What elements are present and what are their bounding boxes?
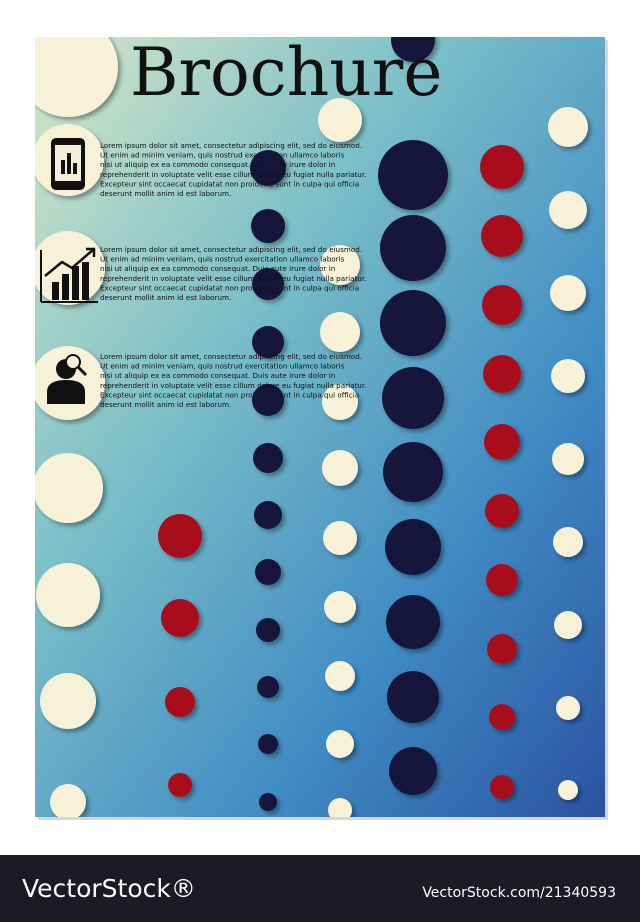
dot: [380, 215, 446, 281]
dot: [250, 150, 286, 186]
dot: [489, 704, 515, 730]
footer-id: VectorStock.com/21340593: [422, 885, 616, 901]
dot: [389, 747, 437, 795]
dot: [158, 514, 202, 558]
body-line: nisi ut aliquip ex ea commodo consequat.…: [100, 371, 335, 380]
body-line: Lorem ipsum dolor sit amet, consectetur …: [100, 245, 362, 254]
dot: [391, 37, 435, 62]
title: Brochure: [130, 34, 442, 111]
dot: [255, 559, 281, 585]
body-line: Ut enim ad minim veniam, quis nostrud ex…: [100, 255, 345, 264]
dot: [554, 611, 582, 639]
magnifier-handle: [76, 365, 88, 377]
dot: [387, 671, 439, 723]
icon-bar: [62, 274, 69, 300]
dot: [161, 599, 199, 637]
dot: [168, 773, 192, 797]
body-line: Lorem ipsum dolor sit amet, consectetur …: [100, 352, 362, 361]
dot: [320, 312, 360, 352]
body-line: nisi ut aliquip ex ea commodo consequat.…: [100, 160, 335, 169]
dot: [487, 634, 517, 664]
icons: [40, 138, 98, 404]
dot: [36, 563, 100, 627]
dot: [252, 384, 284, 416]
dot: [259, 793, 277, 811]
dot: [548, 107, 588, 147]
dot: [252, 326, 284, 358]
icon-bar: [73, 163, 77, 174]
dot: [380, 290, 446, 356]
dot: [480, 145, 524, 189]
dot: [252, 268, 284, 300]
dot: [322, 384, 358, 420]
chart-icon-axis: [40, 250, 98, 303]
dot: [383, 442, 443, 502]
chart-icon-arrow: [44, 247, 96, 277]
dot: [257, 676, 279, 698]
dot: [326, 730, 354, 758]
dot: [382, 367, 444, 429]
dot: [40, 673, 96, 729]
text-blocks: Lorem ipsum dolor sit amet, consectetur …: [100, 141, 366, 409]
dot: [50, 784, 86, 817]
dot: [35, 37, 118, 117]
dot: [322, 450, 358, 486]
body-line: deserunt mollit anim id est laborum.: [100, 189, 231, 198]
dot: [323, 521, 357, 555]
icon-bar: [67, 153, 71, 174]
dot: [556, 696, 580, 720]
dot: [385, 519, 441, 575]
body-line: reprehenderit in voluptate velit esse ci…: [100, 381, 366, 390]
dot: [320, 245, 360, 285]
dot: [553, 527, 583, 557]
dot: [253, 443, 283, 473]
footer-brand: VectorStock®: [22, 874, 196, 903]
dot: [35, 453, 103, 523]
body-line: deserunt mollit anim id est laborum.: [100, 400, 231, 409]
dot: [485, 494, 519, 528]
dot: [378, 140, 448, 210]
dot: [481, 215, 523, 257]
icon-bar: [82, 262, 89, 300]
body-line: Ut enim ad minim veniam, quis nostrud ex…: [100, 362, 345, 371]
dot: [552, 443, 584, 475]
dot: [251, 209, 285, 243]
dot: [558, 780, 578, 800]
dot: [551, 359, 585, 393]
dot: [490, 775, 514, 799]
dot: [256, 618, 280, 642]
body-line: reprehenderit in voluptate velit esse ci…: [100, 170, 366, 179]
dot: [482, 285, 522, 325]
body-line: reprehenderit in voluptate velit esse ci…: [100, 274, 366, 283]
dot: [486, 564, 518, 596]
dot: [386, 595, 440, 649]
dot: [483, 355, 521, 393]
body-line: Excepteur sint occaecat cupidatat non pr…: [100, 283, 359, 292]
magnifier-icon: [65, 354, 81, 370]
dot: [318, 98, 362, 142]
dot: [165, 687, 195, 717]
icon-bar: [72, 266, 79, 300]
dot: [549, 191, 587, 229]
icon-bar: [52, 282, 59, 300]
dot: [484, 424, 520, 460]
dot: [324, 591, 356, 623]
icon-bar: [61, 160, 65, 174]
dot: [258, 734, 278, 754]
body-line: Ut enim ad minim veniam, quis nostrud ex…: [100, 151, 345, 160]
body-line: Excepteur sint occaecat cupidatat non pr…: [100, 390, 359, 399]
person-icon-body: [47, 380, 85, 404]
body-line: Excepteur sint occaecat cupidatat non pr…: [100, 179, 359, 188]
footer-bar: [0, 855, 640, 922]
dot: [254, 501, 282, 529]
body-line: deserunt mollit anim id est laborum.: [100, 293, 231, 302]
body-line: nisi ut aliquip ex ea commodo consequat.…: [100, 264, 335, 273]
dot: [328, 798, 352, 817]
dot: [550, 275, 586, 311]
body-line: Lorem ipsum dolor sit amet, consectetur …: [100, 141, 362, 150]
dot: [325, 661, 355, 691]
